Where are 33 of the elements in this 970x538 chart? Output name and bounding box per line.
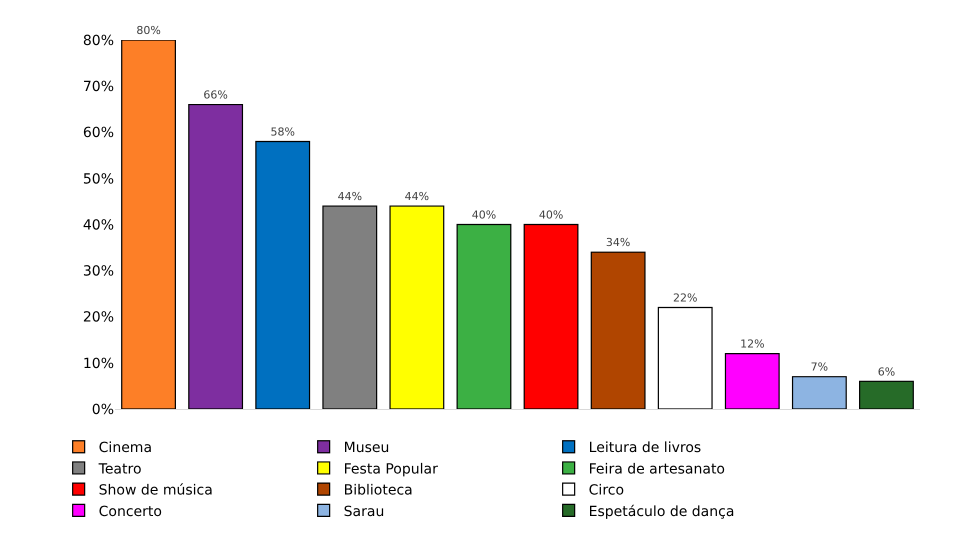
data-label: 7% <box>810 360 828 374</box>
data-label: 22% <box>672 292 698 305</box>
data-label: 44% <box>338 190 362 204</box>
y-tick-label: 10% <box>82 356 114 372</box>
legend-label: Circo <box>588 482 624 499</box>
legend-label: Concerto <box>98 504 162 520</box>
y-tick-label: 70% <box>82 79 114 96</box>
legend-label: Museu <box>344 440 390 456</box>
legend-label: Show de música <box>98 482 213 499</box>
data-label: 12% <box>740 338 765 351</box>
legend-label: Biblioteca <box>344 482 413 499</box>
legend-label: Festa Popular <box>344 461 438 478</box>
y-tick-label: 80% <box>82 32 114 49</box>
data-label: 40% <box>472 208 496 222</box>
data-label: 80% <box>136 24 161 37</box>
data-label: 40% <box>538 208 564 222</box>
data-label: 58% <box>270 125 295 138</box>
data-label: 6% <box>878 365 896 378</box>
y-tick-label: 30% <box>82 264 114 280</box>
y-tick-label: 50% <box>82 171 114 188</box>
legend-label: Espetáculo de dança <box>588 504 734 520</box>
legend-label: Cinema <box>98 440 152 456</box>
y-tick-label: 60% <box>82 125 114 142</box>
data-label: 66% <box>203 88 228 102</box>
y-tick-label: 20% <box>82 310 114 326</box>
legend-label: Sarau <box>344 504 384 520</box>
data-label: 34% <box>606 236 630 250</box>
y-tick-label: 40% <box>82 217 114 234</box>
y-tick-label: 0% <box>92 402 114 418</box>
data-label: 44% <box>404 190 430 204</box>
legend-label: Feira de artesanato <box>588 461 725 478</box>
legend-label: Leitura de livros <box>588 440 702 456</box>
legend-label: Teatro <box>98 461 142 478</box>
